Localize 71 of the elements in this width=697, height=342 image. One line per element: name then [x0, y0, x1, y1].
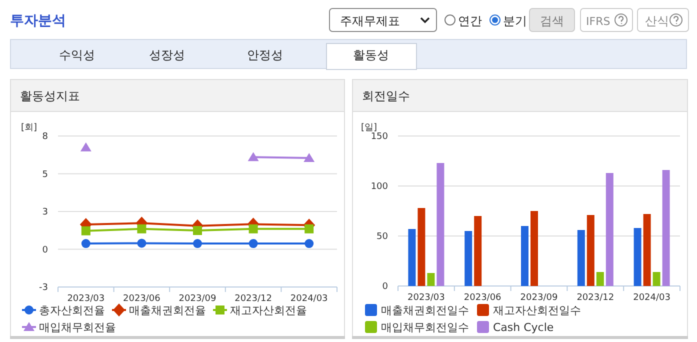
y-axis-title: [회] — [21, 123, 38, 133]
x-tick-label: 2023/12 — [576, 293, 614, 303]
y-tick-label: -3 — [39, 283, 48, 293]
legend-label: 매입채무회전일수 — [381, 321, 469, 334]
point — [81, 226, 90, 236]
bar — [474, 216, 482, 286]
legend-label: Cash Cycle — [493, 321, 554, 334]
y-tick-label: 5 — [42, 170, 48, 180]
point — [81, 239, 90, 248]
bar — [662, 170, 670, 286]
y-tick-label: 50 — [376, 232, 388, 242]
text: 산식 — [645, 14, 669, 28]
text: 검색 — [540, 14, 564, 28]
x-tick-label: 2023/03 — [67, 294, 105, 304]
bar — [577, 230, 585, 286]
y-axis-title: [일] — [361, 123, 378, 133]
y-tick-label: 8 — [42, 132, 48, 142]
bar — [643, 214, 651, 286]
bar — [427, 273, 435, 286]
point — [304, 239, 314, 248]
point — [248, 239, 258, 248]
point — [137, 238, 146, 248]
point — [248, 152, 259, 162]
bar — [652, 272, 660, 286]
x-tick-label: 2024/03 — [633, 293, 670, 303]
y-tick-label: 100 — [370, 182, 388, 192]
legend-label: 매입채무회전율 — [39, 321, 116, 334]
bar — [596, 272, 604, 286]
point — [304, 224, 314, 234]
legend-label: 매출채권회전율 — [129, 304, 206, 317]
text: 연간 — [458, 14, 482, 28]
bar — [521, 226, 528, 286]
chart-title: 활동성지표 — [20, 89, 80, 103]
text: 활동성 — [353, 48, 389, 62]
x-tick-label: 2023/09 — [178, 294, 216, 304]
point — [248, 224, 258, 234]
y-tick-label: 150 — [370, 132, 388, 142]
legend-label: 재고자산회전일수 — [493, 304, 581, 317]
bar — [606, 173, 614, 286]
text: 안정성 — [247, 48, 283, 62]
x-tick-label: 2023/12 — [234, 294, 272, 304]
bar — [530, 211, 538, 286]
legend-label: 총자산회전율 — [39, 304, 105, 317]
bar — [418, 208, 426, 286]
text: 분기 — [503, 14, 527, 28]
point — [80, 142, 92, 152]
dropdown-field: 주재무제표 — [329, 8, 437, 32]
y-tick-label: 3 — [42, 208, 48, 218]
bar — [634, 228, 642, 286]
point — [193, 239, 202, 248]
x-tick-label: 2023/06 — [123, 294, 161, 304]
text: 성장성 — [149, 48, 185, 62]
bar — [464, 231, 472, 286]
x-tick-label: 2023/09 — [520, 293, 558, 303]
x-tick-label: 2024/03 — [290, 294, 328, 304]
point — [193, 226, 202, 236]
legend-label: 매출채권회전일수 — [381, 304, 469, 317]
legend-label: 재고자산회전율 — [230, 304, 307, 317]
x-tick-label: 2023/06 — [464, 293, 502, 303]
text: 투자분석 — [10, 13, 66, 29]
point — [137, 224, 146, 234]
bar — [436, 163, 444, 286]
y-tick-label: 0 — [382, 282, 388, 292]
text: IFRS — [586, 15, 610, 28]
chart-title: 회전일수 — [362, 89, 410, 103]
bar — [586, 215, 594, 286]
y-tick-label: 0 — [42, 245, 48, 256]
text: 수익성 — [59, 48, 95, 62]
point — [304, 153, 315, 162]
bar — [408, 229, 416, 286]
x-tick-label: 2023/03 — [408, 293, 445, 303]
